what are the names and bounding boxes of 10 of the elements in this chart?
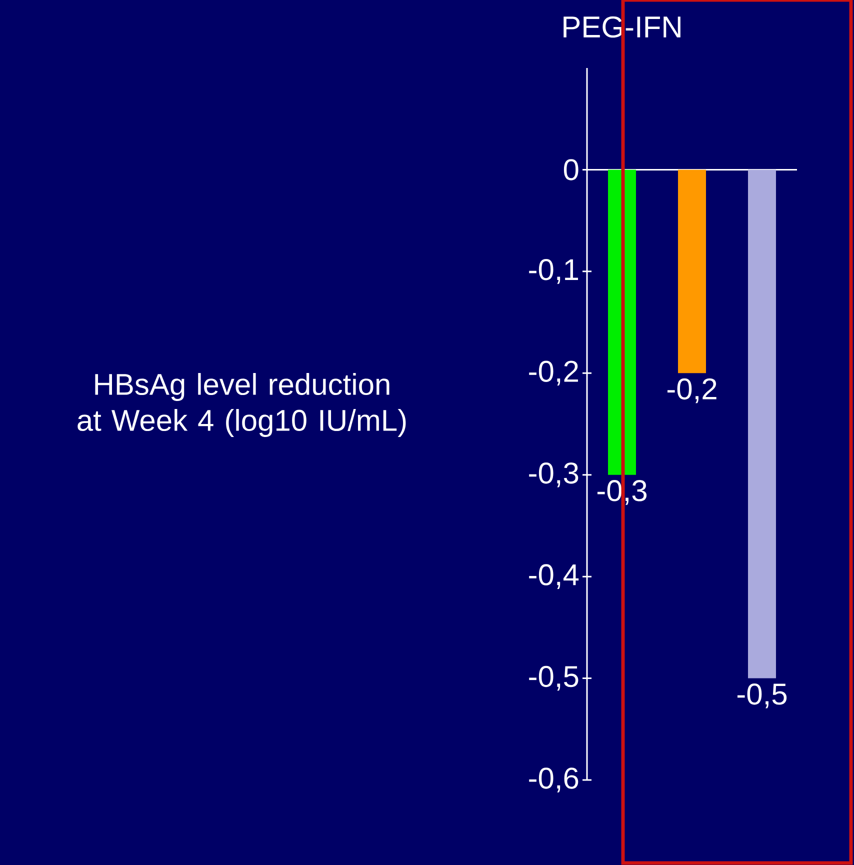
y-tick-label: -0,2 [529, 360, 578, 386]
y-tick-label: -0,4 [529, 564, 579, 589]
data-label: -0,5 [737, 683, 787, 708]
y-tick-label: 0 [564, 159, 578, 180]
y-axis-title: HBsAg level reduction at Week 4 (log10 IU/mL) [78, 373, 406, 437]
y-tick-label: -0,3 [529, 462, 578, 488]
y-tick-label: -0,5 [529, 666, 578, 691]
data-label: -0,2 [667, 378, 716, 404]
y-tick-label: -0,6 [529, 768, 578, 792]
y-tick-label: -0,1 [529, 259, 578, 284]
